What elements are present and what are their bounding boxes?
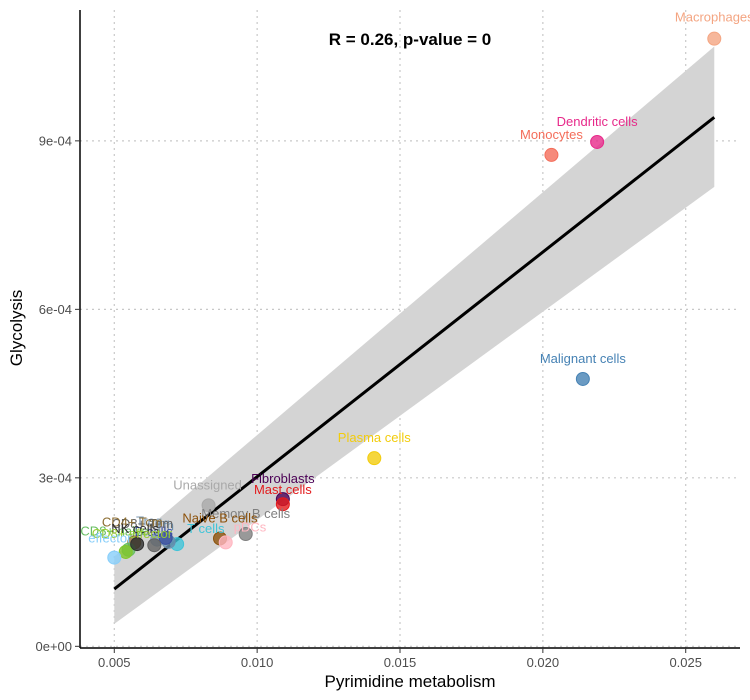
x-axis-title: Pyrimidine metabolism (325, 672, 496, 691)
point-label-fibroblasts: Fibroblasts (251, 471, 315, 486)
x-tick-label-0: 0.005 (98, 655, 131, 670)
point-effector (107, 550, 122, 565)
y-tick-label-0: 0e+00 (35, 639, 72, 654)
y-axis-title: Glycolysis (7, 290, 26, 367)
point-memory-b-cells (238, 526, 253, 541)
point-label-cd8-effector: CD8+ effector (92, 526, 173, 541)
point-unassigned (201, 498, 216, 513)
point-label-t-cells: T cells (187, 521, 225, 536)
point-b-cells (158, 530, 173, 545)
point-label-monocytes: Monocytes (520, 127, 583, 142)
point-label-cd8-tem: CD8+ Tem (112, 516, 174, 531)
point-dendritic-cells (590, 134, 605, 149)
correlation-annotation: R = 0.26, p-value = 0 (329, 30, 492, 49)
point-label-dendritic-cells: Dendritic cells (557, 114, 638, 129)
point-label-pdcs: pDCs (234, 519, 267, 534)
point-label-effector: effector (88, 531, 132, 546)
point-label-macrophages: Macrophages (675, 10, 750, 25)
regression-line-layer (113, 116, 716, 591)
x-tick-label-4: 0.025 (669, 655, 702, 670)
x-tick-label-2: 0.015 (384, 655, 417, 670)
point-pdcs (218, 535, 233, 550)
y-tick-label-3: 9e-04 (39, 133, 72, 148)
point-cd8-effector (118, 544, 133, 559)
points-layer (107, 31, 722, 565)
x-tick-label-1: 0.010 (241, 655, 274, 670)
point-label-b-cells: B cells (135, 524, 174, 539)
y-tick-label-2: 6e-04 (39, 302, 72, 317)
point-label-unassigned: Unassigned (173, 477, 242, 492)
y-tick-label-1: 3e-04 (39, 470, 72, 485)
point-malignant-cells (575, 371, 590, 386)
point-cd8-tem (147, 538, 162, 553)
point-label-treg: Treg (136, 514, 162, 529)
point-nk-cells (130, 537, 145, 552)
regression-line (113, 116, 716, 591)
axes: 0.005 0.010 0.015 0.020 0.025 0e+00 3e-04 6e-04… (35, 10, 740, 670)
confidence-band (114, 46, 715, 624)
x-tick-label-3: 0.020 (527, 655, 560, 670)
point-label-memory-b-cells: Memory B cells (201, 506, 290, 521)
point-label-cd4-tcm: CD4+ Tcm (102, 514, 163, 529)
point-plasma-cells (367, 451, 382, 466)
point-label-naive-b-cells: Naive B cells (182, 510, 258, 525)
point-macrophages (707, 31, 722, 46)
point-label-nk-cells: NK cells (111, 521, 159, 536)
point-label-cd8-naive: CD8+ naive (80, 524, 148, 539)
point-monocytes (544, 147, 559, 162)
point-label-malignant-cells: Malignant cells (540, 351, 626, 366)
point-label-mast-cells: Mast cells (254, 482, 312, 497)
confidence-band-layer (114, 46, 715, 624)
point-label-plasma-cells: Plasma cells (338, 430, 411, 445)
point-mast-cells (275, 497, 290, 512)
point-label-tfh: Tfh (155, 518, 174, 533)
